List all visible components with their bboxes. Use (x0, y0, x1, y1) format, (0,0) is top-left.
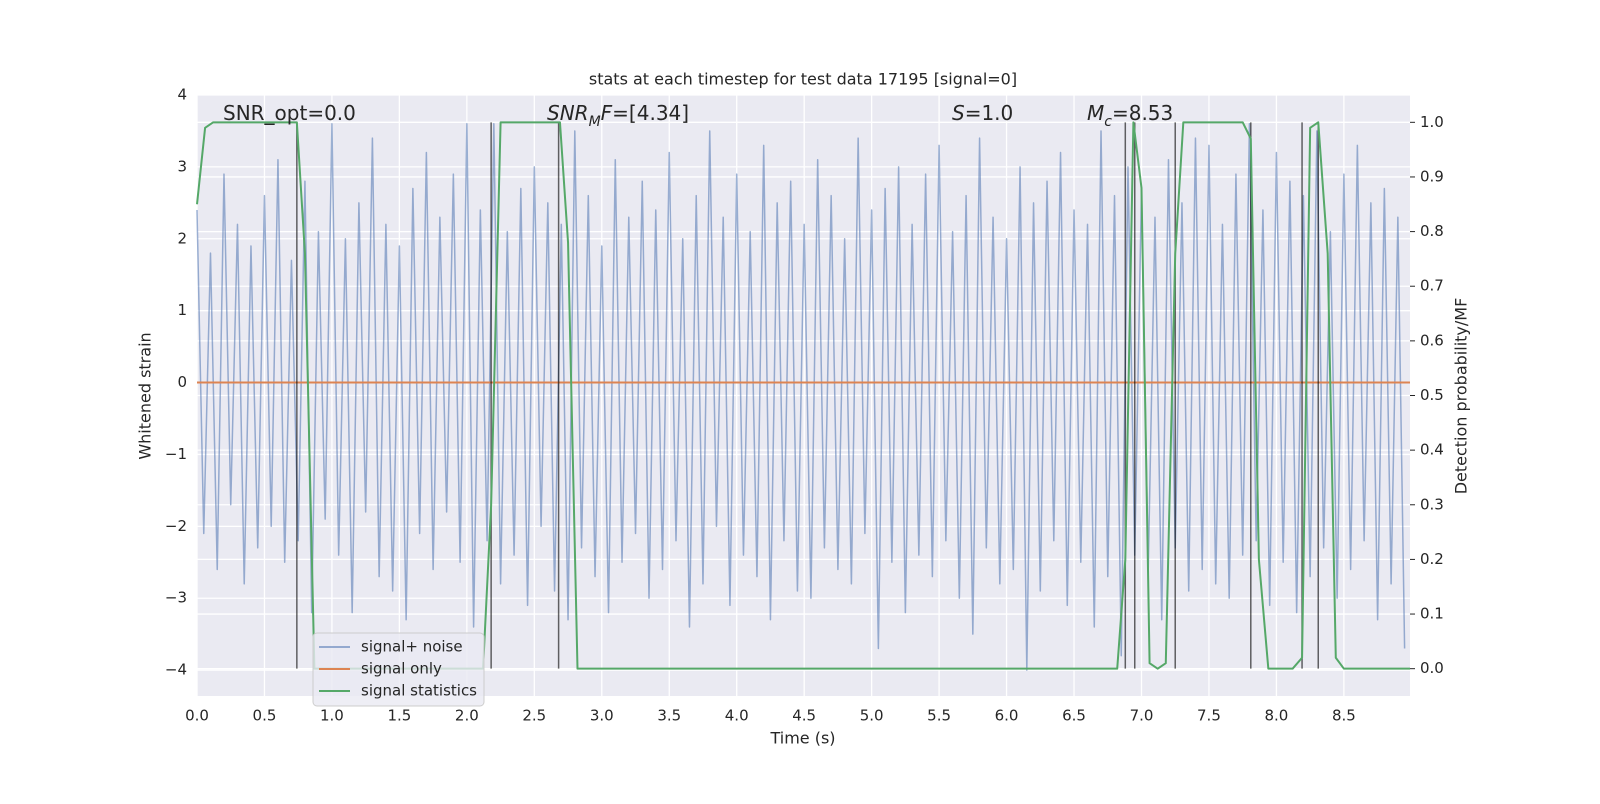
x-tick-label: 1.5 (387, 707, 411, 725)
x-tick-label: 6.5 (1062, 707, 1086, 725)
x-tick-label: 7.5 (1197, 707, 1221, 725)
x-tick-label: 2.5 (522, 707, 546, 725)
y-tick-label: −1 (165, 445, 187, 463)
legend-label: signal only (361, 660, 442, 678)
series-line (196, 123, 1406, 671)
y-tick-label: 1 (177, 301, 187, 319)
y-tick-label: 2 (177, 229, 187, 247)
annotation-part: =8.53 (1112, 101, 1173, 125)
x-tick-label: 3.0 (590, 707, 614, 725)
x-tick-label: 5.0 (860, 707, 884, 725)
annotation-part: SNR_opt=0.0 (223, 101, 356, 125)
x-axis-label: Time (s) (769, 729, 835, 748)
x-tick-label: 6.0 (995, 707, 1019, 725)
series-line (196, 121, 1410, 670)
x-tick-label: 3.5 (657, 707, 681, 725)
chart-title: stats at each timestep for test data 171… (589, 70, 1017, 89)
annotation-part: S (952, 101, 965, 125)
annotation-part: SNR (547, 101, 589, 125)
y-axis-label: Whitened strain (136, 332, 155, 459)
y2-tick-label: 1.0 (1420, 113, 1444, 131)
y2-tick-label: 0.3 (1420, 495, 1444, 513)
x-tick-label: 5.5 (927, 707, 951, 725)
annotation: SNRMF=[4.34] (547, 101, 689, 131)
y2-tick-label: 0.1 (1420, 605, 1444, 623)
y-tick-label: −4 (165, 661, 187, 679)
y-tick-label: −2 (165, 517, 187, 535)
annotation-part: F (601, 101, 613, 125)
annotation-part: M (1087, 101, 1104, 125)
annotation-part: =[4.34] (612, 101, 689, 125)
annotation: SNR_opt=0.0 (223, 101, 356, 125)
annotation: S=1.0 (952, 101, 1013, 125)
x-tick-label: 7.0 (1130, 707, 1154, 725)
legend-label: signal+ noise (361, 638, 463, 656)
x-tick-label: 8.0 (1264, 707, 1288, 725)
x-tick-label: 1.0 (320, 707, 344, 725)
x-tick-label: 4.0 (725, 707, 749, 725)
y2-axis-label: Detection probability/MF (1452, 298, 1471, 495)
x-tick-label: 0.0 (185, 707, 209, 725)
x-tick-label: 0.5 (253, 707, 277, 725)
legend: signal+ noise signal only signal statistic… (312, 632, 485, 707)
y2-tick-label: 0.6 (1420, 331, 1444, 349)
y-tick-label: 0 (177, 373, 187, 391)
x-tick-label: 2.0 (455, 707, 479, 725)
y2-tick-label: 0.7 (1420, 277, 1444, 295)
y-tick-label: 4 (177, 86, 187, 104)
y2-tick-label: 0.8 (1420, 222, 1444, 240)
y-tick-label: −3 (165, 589, 187, 607)
annotation: Mc=8.53 (1087, 101, 1173, 131)
x-tick-label: 4.5 (792, 707, 816, 725)
legend-box (312, 632, 485, 707)
y-tick-label: 3 (177, 157, 187, 175)
annotation-part: M (589, 114, 601, 130)
x-tick-label: 8.5 (1332, 707, 1356, 725)
y2-tick-label: 0.4 (1420, 441, 1444, 459)
y2-tick-label: 0.0 (1420, 659, 1444, 677)
y2-tick-label: 0.5 (1420, 386, 1444, 404)
y2-tick-label: 0.9 (1420, 167, 1444, 185)
annotation-part: =1.0 (965, 101, 1014, 125)
annotation-part: c (1104, 114, 1112, 130)
legend-label: signal statistics (361, 682, 477, 700)
y2-tick-label: 0.2 (1420, 550, 1444, 568)
